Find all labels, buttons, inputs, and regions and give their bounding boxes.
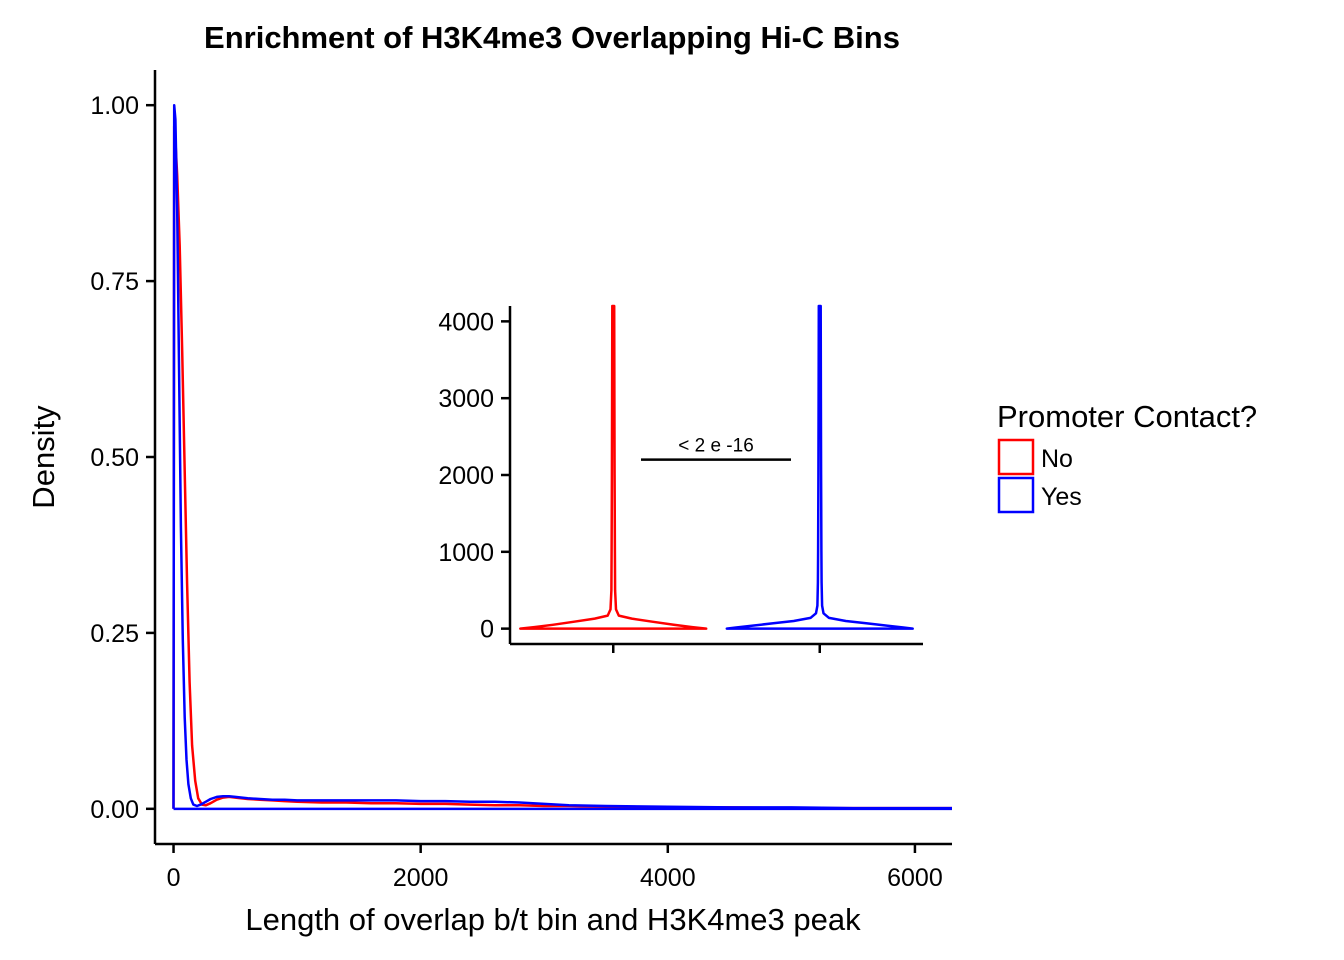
significance-label: < 2 e -16 (678, 436, 754, 457)
density-line-yes (172, 103, 952, 810)
inset-y-ticks: 0 1000 2000 3000 4000 (438, 308, 510, 644)
legend-title: Promoter Contact? (997, 399, 1257, 434)
violin-no (519, 304, 708, 630)
main-y-tick-label: 0.75 (90, 268, 139, 296)
main-x-axis-label: Length of overlap b/t bin and H3K4me3 pe… (245, 902, 861, 937)
legend-entries: No Yes (997, 438, 1082, 514)
inset-plot: 0 1000 2000 3000 4000 < 2 e -16 (438, 304, 923, 653)
legend-label-yes: Yes (1041, 483, 1082, 511)
inset-x-axis (510, 642, 923, 653)
legend-label-no: No (1041, 445, 1073, 473)
main-x-tick-label: 0 (167, 864, 181, 892)
inset-y-tick-label: 4000 (438, 308, 494, 336)
main-y-tick-label: 0.50 (90, 444, 139, 472)
inset-y-tick-label: 2000 (438, 462, 494, 490)
main-y-tick-label: 0.00 (90, 796, 139, 824)
inset-y-tick-label: 0 (480, 616, 494, 644)
main-plot: 0 2000 4000 6000 0.00 0.25 0.50 0.75 1.00 Lengt… (26, 70, 952, 937)
main-y-axis-label: Density (26, 405, 61, 509)
main-y-ticks: 0.00 0.25 0.50 0.75 1.00 (90, 92, 155, 824)
main-y-axis: 0.00 0.25 0.50 0.75 1.00 (90, 70, 157, 844)
chart-title: Enrichment of H3K4me3 Overlapping Hi-C B… (204, 20, 900, 55)
main-x-tick-label: 4000 (640, 864, 696, 892)
main-y-tick-label: 1.00 (90, 92, 139, 120)
violin-yes (725, 304, 914, 630)
main-x-ticks: 0 2000 4000 6000 (167, 844, 943, 892)
legend: Promoter Contact? No Yes (997, 399, 1257, 514)
main-x-tick-label: 6000 (887, 864, 943, 892)
density-line-no (172, 125, 952, 810)
main-x-tick-label: 2000 (393, 864, 449, 892)
inset-violin-group (519, 304, 914, 630)
legend-key-yes (997, 476, 1035, 514)
significance-annotation: < 2 e -16 (641, 436, 791, 461)
inset-y-axis: 0 1000 2000 3000 4000 (438, 306, 512, 644)
legend-key-no (997, 438, 1035, 476)
inset-x-ticks (612, 644, 821, 653)
main-x-axis: 0 2000 4000 6000 (155, 842, 952, 892)
main-y-tick-label: 0.25 (90, 620, 139, 648)
inset-y-tick-label: 1000 (438, 539, 494, 567)
inset-y-tick-label: 3000 (438, 385, 494, 413)
main-series-group (172, 103, 952, 811)
